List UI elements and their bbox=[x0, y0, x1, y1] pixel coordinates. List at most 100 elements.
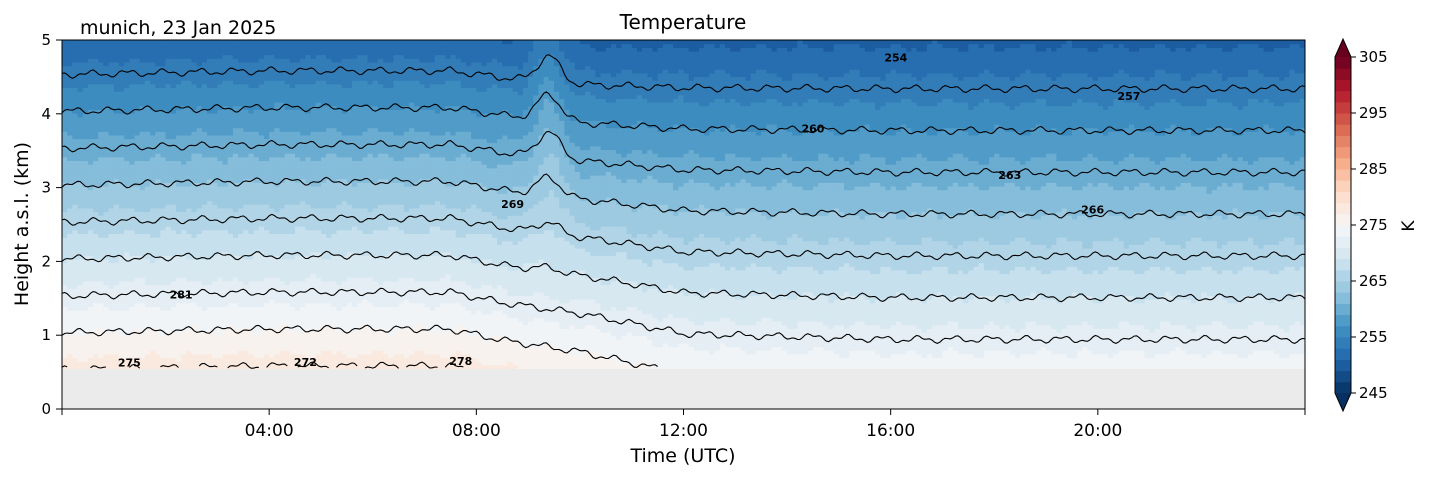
field-cell bbox=[326, 83, 332, 89]
field-cell bbox=[320, 313, 327, 318]
field-cell bbox=[326, 346, 332, 351]
field-cell bbox=[217, 339, 224, 344]
field-cell bbox=[315, 193, 322, 198]
field-cell bbox=[118, 178, 125, 183]
field-cell bbox=[295, 258, 301, 264]
field-cell bbox=[72, 215, 79, 220]
field-cell bbox=[175, 226, 182, 231]
field-cell bbox=[77, 215, 84, 220]
field-cell bbox=[108, 196, 115, 202]
field-cell bbox=[341, 138, 348, 143]
field-cell bbox=[243, 353, 250, 359]
field-cell bbox=[305, 164, 312, 169]
field-cell bbox=[326, 273, 332, 278]
field-cell bbox=[175, 80, 182, 85]
field-cell bbox=[310, 65, 317, 70]
field-cell bbox=[82, 94, 89, 99]
field-cell bbox=[232, 207, 239, 213]
field-cell bbox=[134, 302, 141, 307]
field-cell bbox=[279, 149, 286, 154]
field-cell bbox=[269, 288, 275, 293]
field-cell bbox=[62, 335, 68, 340]
field-cell bbox=[67, 189, 73, 194]
field-cell bbox=[191, 65, 198, 70]
field-cell bbox=[181, 353, 187, 359]
field-cell bbox=[103, 127, 110, 132]
field-cell bbox=[346, 258, 353, 264]
field-cell bbox=[248, 215, 255, 220]
field-cell bbox=[175, 215, 182, 220]
field-cell bbox=[269, 269, 275, 275]
field-cell bbox=[310, 310, 317, 315]
field-cell bbox=[300, 240, 307, 245]
field-cell bbox=[269, 255, 275, 260]
field-cell bbox=[118, 193, 125, 198]
field-cell bbox=[62, 277, 68, 282]
field-cell bbox=[284, 364, 291, 370]
field-cell bbox=[207, 105, 213, 110]
field-cell bbox=[248, 280, 255, 286]
field-cell bbox=[186, 153, 193, 158]
field-cell bbox=[320, 251, 327, 256]
field-cell bbox=[326, 65, 332, 70]
field-cell bbox=[103, 353, 110, 359]
field-cell bbox=[165, 310, 172, 315]
field-cell bbox=[248, 247, 255, 253]
field-cell bbox=[150, 233, 156, 238]
field-cell bbox=[82, 98, 89, 103]
field-cell bbox=[93, 116, 99, 121]
field-cell bbox=[232, 76, 239, 81]
field-cell bbox=[118, 123, 125, 129]
field-cell bbox=[124, 266, 130, 271]
field-cell bbox=[160, 233, 167, 238]
field-cell bbox=[103, 102, 110, 107]
field-cell bbox=[165, 255, 172, 260]
field-cell bbox=[87, 178, 94, 183]
field-cell bbox=[300, 40, 307, 45]
field-cell bbox=[129, 134, 136, 140]
field-cell bbox=[279, 353, 286, 359]
field-cell bbox=[134, 215, 141, 220]
field-cell bbox=[248, 76, 255, 81]
field-cell bbox=[170, 237, 177, 242]
field-cell bbox=[300, 277, 307, 282]
field-cell bbox=[124, 76, 130, 81]
field-cell bbox=[62, 87, 68, 92]
field-cell bbox=[77, 65, 84, 70]
field-cell bbox=[134, 94, 141, 99]
field-cell bbox=[315, 207, 322, 213]
field-cell bbox=[113, 284, 120, 289]
field-cell bbox=[165, 127, 172, 132]
field-cell bbox=[336, 273, 343, 278]
field-cell bbox=[82, 266, 89, 271]
field-cell bbox=[87, 240, 94, 245]
field-cell bbox=[181, 299, 187, 304]
field-cell bbox=[93, 76, 99, 81]
field-cell bbox=[103, 164, 110, 169]
field-cell bbox=[258, 328, 265, 333]
field-cell bbox=[181, 247, 187, 253]
field-cell bbox=[98, 105, 105, 110]
field-cell bbox=[320, 240, 327, 245]
field-cell bbox=[118, 105, 125, 110]
field-cell bbox=[134, 153, 141, 158]
field-cell bbox=[341, 295, 348, 300]
field-cell bbox=[181, 313, 187, 318]
field-cell bbox=[93, 269, 99, 275]
field-cell bbox=[170, 331, 177, 337]
field-cell bbox=[253, 87, 260, 92]
field-cell bbox=[295, 353, 301, 359]
field-cell bbox=[103, 222, 110, 227]
field-cell bbox=[341, 40, 348, 45]
field-cell bbox=[170, 207, 177, 213]
field-cell bbox=[295, 291, 301, 297]
field-cell bbox=[67, 331, 73, 337]
field-cell bbox=[144, 196, 151, 202]
field-cell bbox=[263, 229, 270, 234]
field-cell bbox=[341, 123, 348, 129]
field-cell bbox=[62, 324, 68, 329]
field-cell bbox=[72, 40, 79, 45]
field-cell bbox=[243, 76, 250, 81]
field-cell bbox=[170, 299, 177, 304]
field-cell bbox=[201, 153, 208, 158]
